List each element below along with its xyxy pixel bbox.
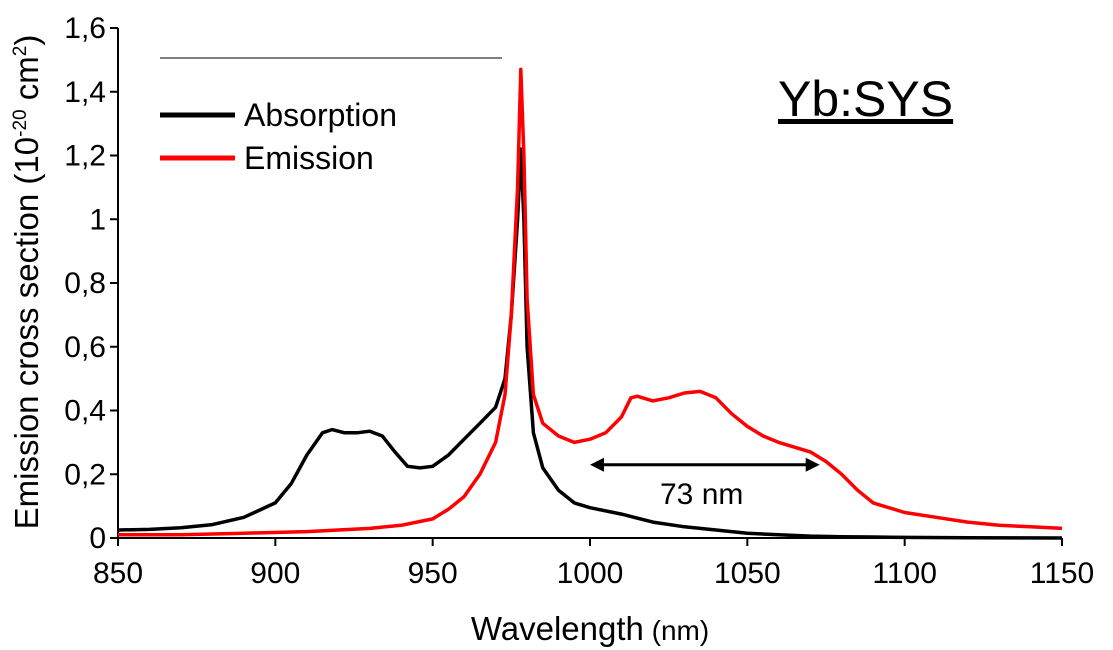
x-ticks: 850 900 950 1000 1050 1100 1150 — [93, 538, 1094, 590]
x-tick-label: 1100 — [872, 557, 937, 590]
annotation-label: 73 nm — [660, 478, 743, 511]
series-line-emission — [118, 67, 1063, 537]
legend-label-absorption: Absorption — [244, 97, 397, 133]
y-tick-label: 0,6 — [64, 331, 106, 364]
y-tick-label: 1 — [89, 203, 106, 236]
annotation-arrowhead-left — [590, 457, 604, 472]
legend-label-emission: Emission — [244, 140, 374, 176]
series-line-absorption — [117, 147, 1063, 540]
y-tick-label: 0,2 — [64, 458, 106, 491]
x-tick-label: 900 — [250, 557, 300, 590]
y-ticks: 0 0,2 0,4 0,6 0,8 1 1,2 1,4 1,6 — [64, 12, 118, 555]
x-tick-label: 1000 — [557, 557, 624, 590]
x-tick-label: 1050 — [714, 557, 781, 590]
series-layer — [117, 67, 1063, 540]
y-tick-label: 1,2 — [64, 140, 106, 173]
y-tick-label: 0,8 — [64, 267, 106, 300]
y-tick-label: 0 — [89, 522, 106, 555]
y-tick-label: 1,4 — [64, 76, 106, 109]
y-axis-title: Emission cross section (10-20 cm2) — [8, 35, 45, 530]
chart-title: Yb:SYS — [778, 71, 953, 127]
x-axis-title: Wavelength (nm) — [471, 610, 709, 647]
x-tick-label: 1150 — [1030, 557, 1095, 590]
annotation-arrowhead-right — [805, 457, 820, 472]
fwhm-annotation — [590, 457, 820, 472]
x-tick-label: 850 — [93, 557, 143, 590]
y-tick-label: 0,4 — [64, 395, 106, 428]
x-tick-label: 950 — [408, 557, 458, 590]
y-tick-label: 1,6 — [64, 12, 106, 45]
